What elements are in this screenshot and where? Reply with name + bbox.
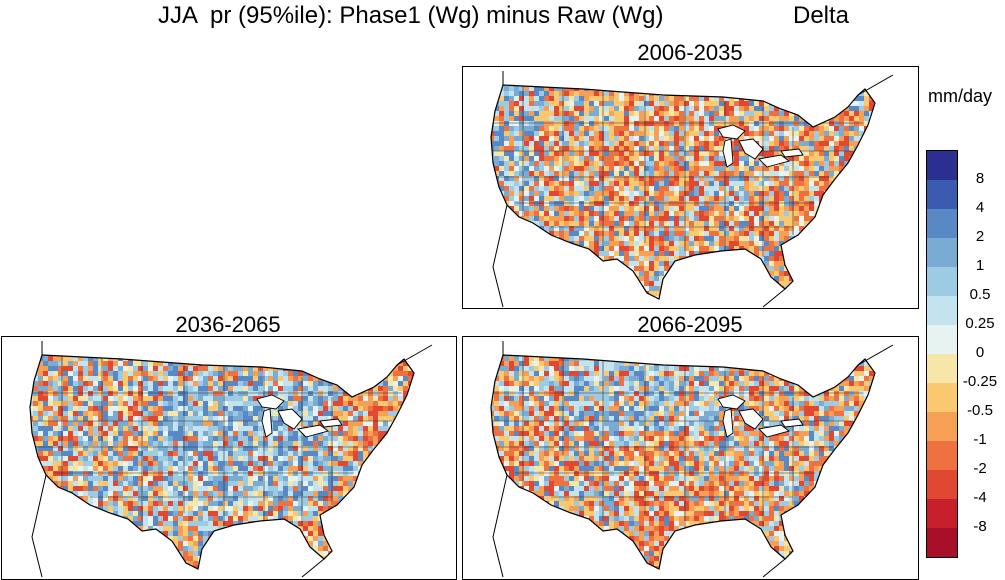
coastline bbox=[31, 474, 47, 578]
colorbar bbox=[926, 150, 958, 558]
state-borders bbox=[493, 85, 863, 257]
coastline bbox=[857, 344, 894, 366]
colorbar-swatch bbox=[927, 383, 957, 412]
colorbar-swatch bbox=[927, 528, 957, 557]
colorbar-label: 2 bbox=[975, 228, 985, 245]
colorbar-swatch bbox=[927, 354, 957, 383]
panel-title-2036-2065: 2036-2065 bbox=[175, 312, 281, 337]
colorbar-label: 1 bbox=[975, 257, 985, 274]
colorbar-swatch bbox=[927, 267, 957, 296]
colorbar-swatch bbox=[927, 325, 957, 354]
figure-main-title: JJA pr (95%ile): Phase1 (Wg) minus Raw (… bbox=[158, 2, 664, 29]
great-lake bbox=[717, 124, 746, 140]
great-lake bbox=[261, 408, 273, 438]
colorbar-swatch bbox=[927, 209, 957, 238]
map-panel-2006-2035 bbox=[462, 66, 919, 309]
colorbar-swatch bbox=[927, 441, 957, 470]
colorbar-label: 4 bbox=[975, 199, 985, 216]
colorbar-label: -1 bbox=[973, 431, 987, 448]
panel-title-2006-2035: 2006-2035 bbox=[637, 40, 743, 65]
great-lake bbox=[780, 148, 804, 158]
great-lake bbox=[277, 408, 303, 430]
coastline bbox=[396, 344, 433, 366]
figure-title: JJA pr (95%ile): Phase1 (Wg) minus Raw (… bbox=[0, 2, 1005, 86]
colorbar-label: -2 bbox=[973, 460, 987, 477]
map-panel-2036-2065 bbox=[1, 336, 457, 580]
great-lake bbox=[297, 424, 330, 438]
great-lake bbox=[758, 154, 791, 168]
usa-map-2006-2035 bbox=[490, 71, 894, 308]
colorbar-label: 0 bbox=[975, 344, 985, 361]
coastline bbox=[762, 558, 786, 578]
coastline bbox=[492, 474, 508, 578]
great-lake bbox=[717, 394, 746, 410]
state-borders bbox=[493, 355, 863, 527]
great-lake bbox=[319, 418, 343, 428]
great-lake bbox=[256, 394, 285, 410]
great-lake bbox=[738, 408, 764, 430]
colorbar-label: -4 bbox=[973, 489, 987, 506]
colorbar-label: -8 bbox=[973, 518, 987, 535]
great-lake bbox=[722, 138, 734, 168]
delta-field bbox=[30, 355, 414, 569]
delta-field bbox=[491, 85, 875, 299]
usa-map-2066-2095 bbox=[490, 341, 894, 578]
coastline bbox=[857, 74, 894, 96]
colorbar-swatch bbox=[927, 238, 957, 267]
colorbar-swatch bbox=[927, 470, 957, 499]
colorbar-label: -0.5 bbox=[967, 402, 993, 419]
colorbar-swatch bbox=[927, 412, 957, 441]
colorbar-swatch bbox=[927, 180, 957, 209]
great-lake bbox=[780, 418, 804, 428]
usa-map-2036-2065 bbox=[29, 341, 433, 578]
map-panel-2066-2095 bbox=[462, 336, 919, 580]
coastline bbox=[762, 288, 786, 308]
coastline bbox=[301, 558, 325, 578]
colorbar-units: mm/day bbox=[928, 86, 993, 106]
colorbar-swatch bbox=[927, 151, 957, 180]
colorbar-swatch bbox=[927, 296, 957, 325]
panel-title-2066-2095: 2066-2095 bbox=[637, 312, 743, 337]
colorbar-swatch bbox=[927, 499, 957, 528]
colorbar-label: 0.5 bbox=[969, 286, 991, 303]
colorbar-label: -0.25 bbox=[962, 373, 998, 390]
great-lake bbox=[758, 424, 791, 438]
great-lake bbox=[738, 138, 764, 160]
colorbar-label: 0.25 bbox=[965, 315, 995, 332]
coastline bbox=[492, 204, 508, 308]
colorbar-label: 8 bbox=[975, 170, 985, 187]
figure-delta-label: Delta bbox=[793, 2, 850, 29]
great-lake bbox=[722, 408, 734, 438]
delta-field bbox=[491, 355, 875, 569]
